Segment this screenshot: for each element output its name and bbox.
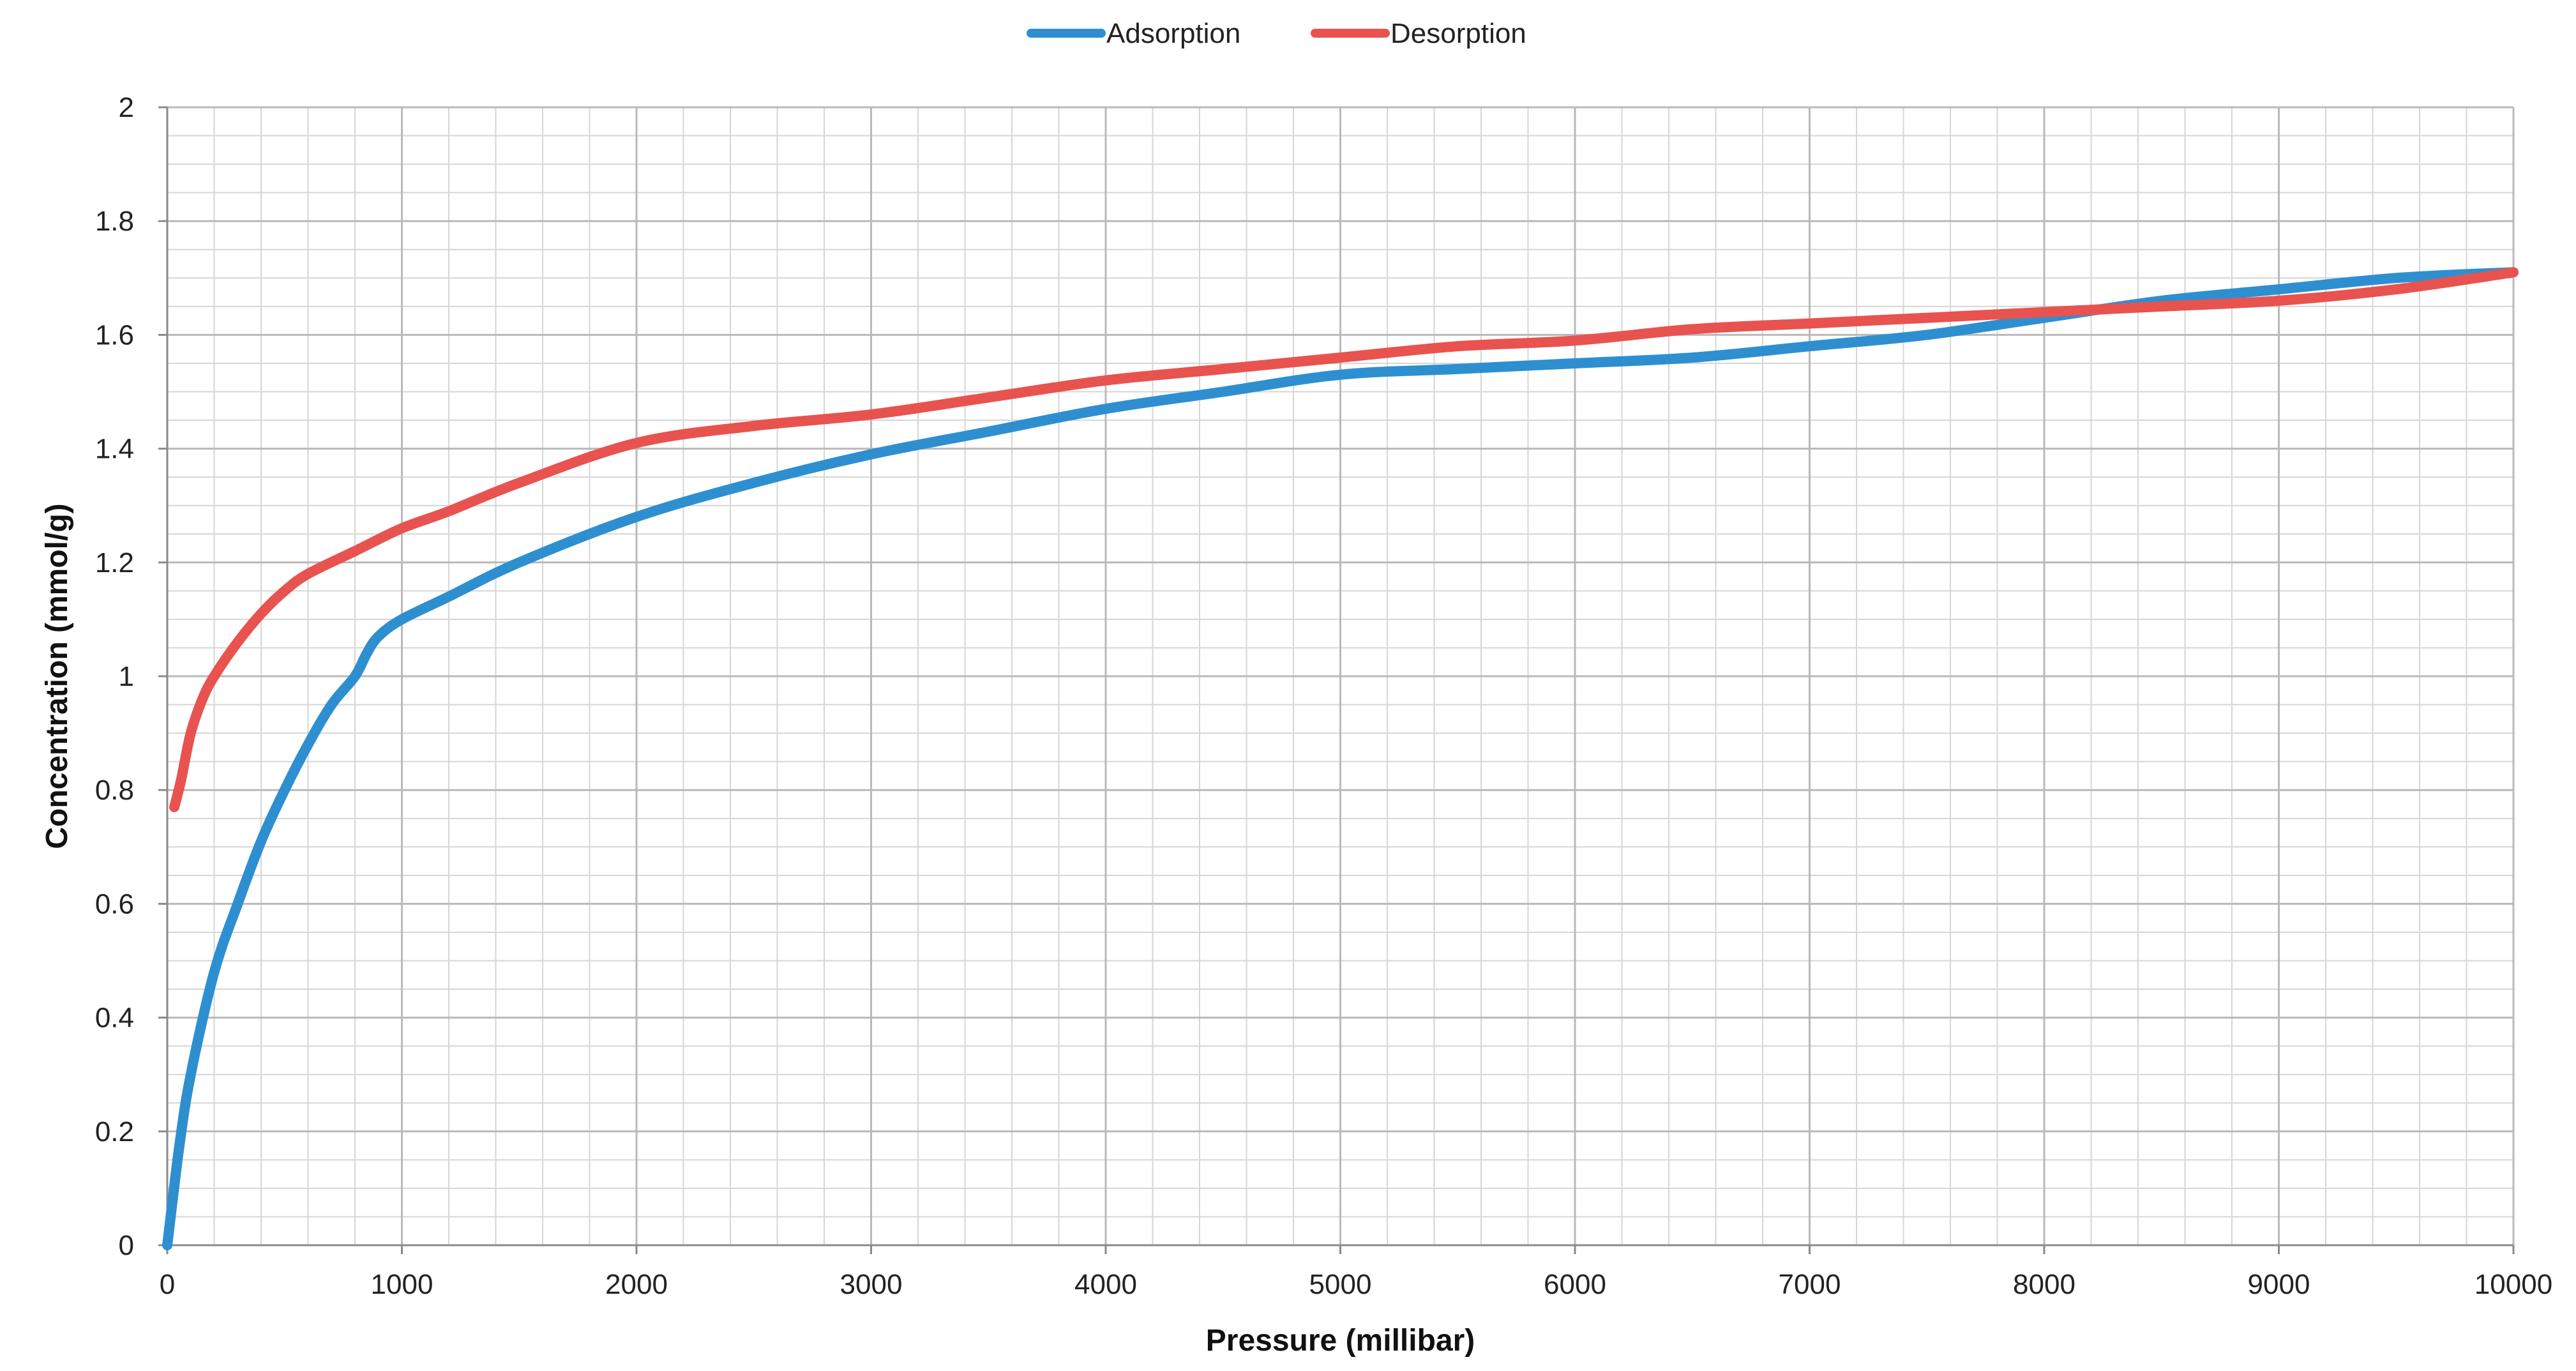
y-tick-label: 0.4 bbox=[95, 1003, 134, 1034]
y-tick-label: 1.4 bbox=[95, 434, 134, 465]
series-line-adsorption bbox=[162, 267, 2519, 1250]
x-axis-ticks: 0 1000 2000 3000 4000 5000 6000 7000 8000 9000 100… bbox=[160, 1245, 2552, 1300]
x-tick-label: 4000 bbox=[1074, 1269, 1137, 1300]
x-tick-label: 6000 bbox=[1544, 1269, 1606, 1300]
x-tick-label: 3000 bbox=[840, 1269, 903, 1300]
x-tick-label: 2000 bbox=[605, 1269, 668, 1300]
legend: Adsorption Desorption bbox=[1027, 18, 1526, 49]
x-tick-label: 0 bbox=[160, 1269, 175, 1300]
x-tick-label: 1000 bbox=[371, 1269, 433, 1300]
x-tick-label: 8000 bbox=[2013, 1269, 2075, 1300]
y-tick-label: 1.6 bbox=[95, 319, 134, 351]
x-tick-label: 7000 bbox=[1779, 1269, 1841, 1300]
y-tick-label: 1.2 bbox=[95, 547, 134, 579]
legend-label-desorption: Desorption bbox=[1390, 18, 1526, 49]
y-axis-title: Concentration (mmol/g) bbox=[40, 503, 74, 849]
x-axis-title: Pressure (millibar) bbox=[1206, 1324, 1475, 1358]
legend-label-adsorption: Adsorption bbox=[1106, 18, 1240, 49]
y-tick-label: 0.2 bbox=[95, 1116, 134, 1148]
x-tick-label: 10000 bbox=[2474, 1269, 2552, 1300]
x-tick-label: 9000 bbox=[2248, 1269, 2310, 1300]
series-lines bbox=[162, 267, 2519, 1250]
y-axis-ticks: 0 0.2 0.4 0.6 0.8 1 1.2 1.4 1.6 1.8 2 bbox=[95, 92, 167, 1261]
y-tick-label: 0.8 bbox=[95, 775, 134, 806]
y-tick-label: 0 bbox=[119, 1230, 134, 1261]
y-tick-label: 1.8 bbox=[95, 206, 134, 237]
y-tick-label: 2 bbox=[119, 92, 134, 123]
series-line-desorption bbox=[169, 267, 2519, 812]
y-tick-label: 1 bbox=[119, 661, 134, 692]
y-tick-label: 0.6 bbox=[95, 888, 134, 920]
x-tick-label: 5000 bbox=[1309, 1269, 1372, 1300]
